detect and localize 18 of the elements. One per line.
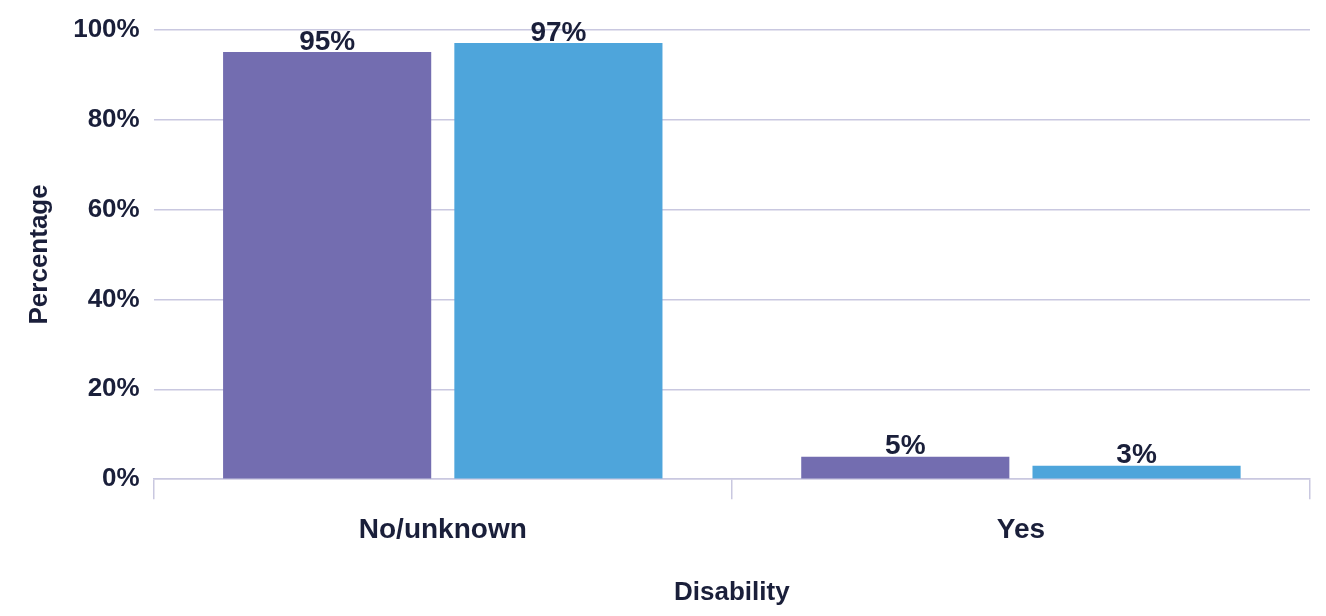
- bar: [454, 43, 663, 479]
- y-tick-label: 40%: [87, 282, 140, 313]
- y-tick-label: 100%: [73, 12, 140, 43]
- y-tick-label: 0%: [102, 462, 140, 493]
- x-axis-title: Disability: [674, 575, 791, 606]
- bar: [223, 52, 432, 479]
- y-tick-label: 80%: [87, 102, 140, 133]
- data-label: 5%: [885, 429, 926, 461]
- y-tick-label: 60%: [87, 192, 140, 223]
- data-label: 3%: [1116, 438, 1157, 470]
- y-tick-label: 20%: [87, 372, 140, 403]
- bar: [801, 456, 1010, 479]
- data-label: 97%: [530, 15, 587, 47]
- x-tick-label: No/unknown: [358, 512, 527, 544]
- x-tick-label: Yes: [996, 512, 1046, 544]
- bar: [1032, 465, 1241, 479]
- y-axis-title: Percentage: [22, 184, 53, 325]
- data-label: 95%: [299, 24, 356, 56]
